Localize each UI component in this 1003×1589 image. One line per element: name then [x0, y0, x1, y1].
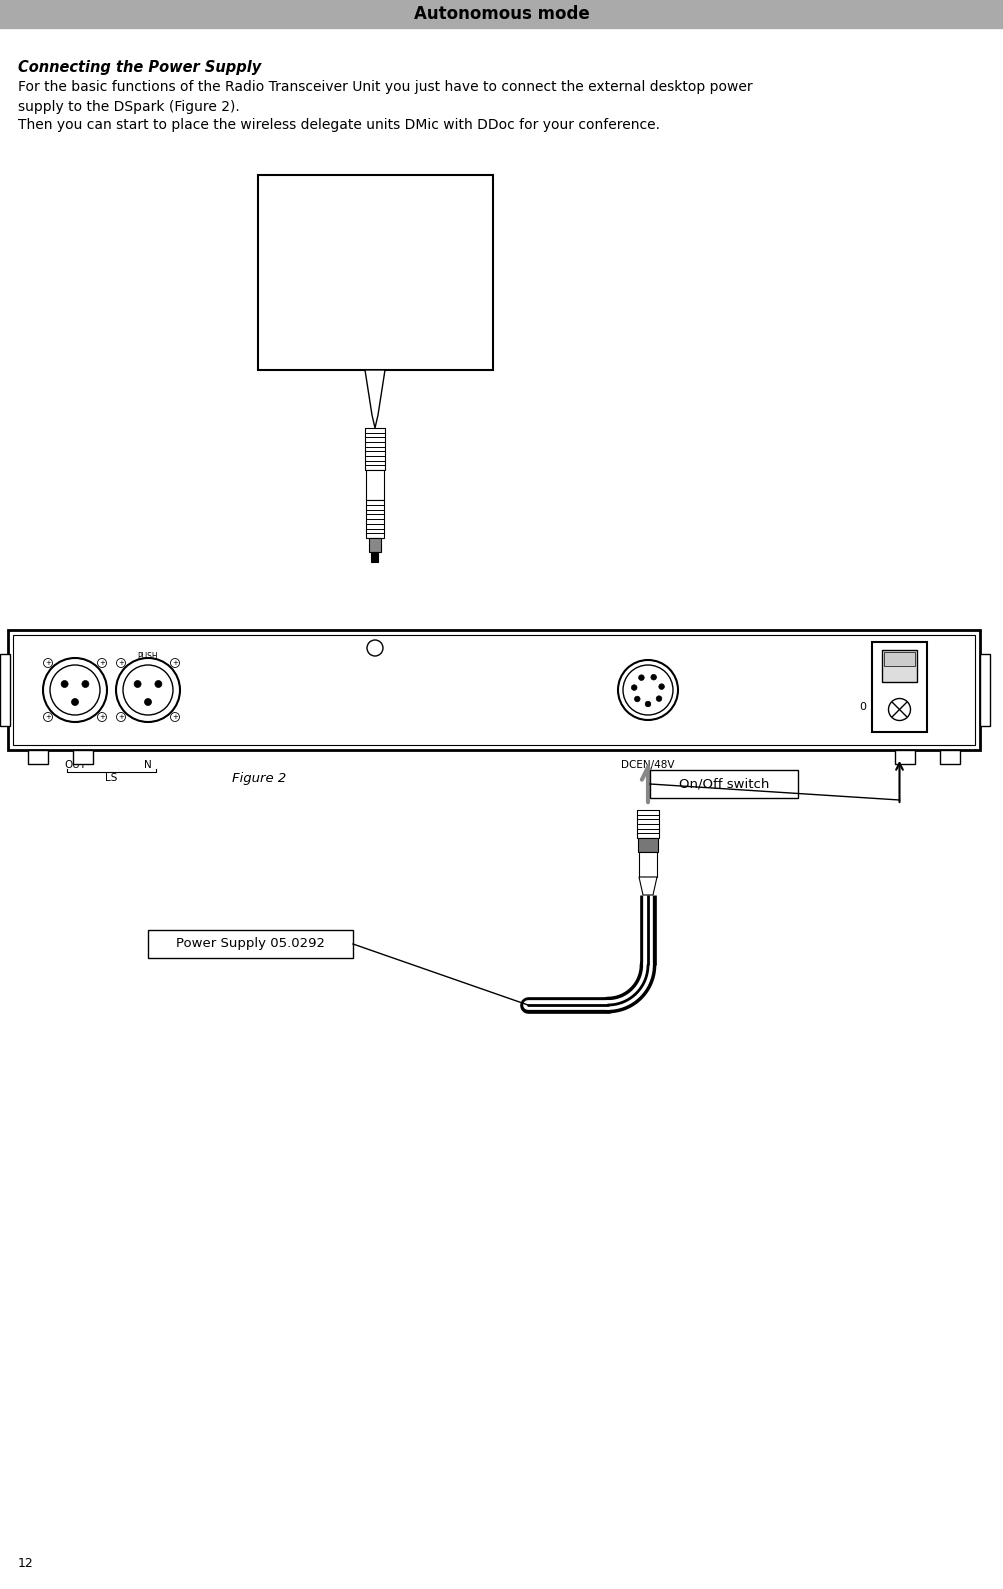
Text: PUSH: PUSH: [137, 651, 158, 661]
Text: For the basic functions of the Radio Transceiver Unit you just have to connect t: For the basic functions of the Radio Tra…: [18, 79, 752, 113]
Text: +: +: [118, 659, 123, 666]
Text: Connecting the Power Supply: Connecting the Power Supply: [18, 60, 261, 75]
Circle shape: [658, 683, 664, 690]
Bar: [894, 750, 914, 764]
Bar: [883, 651, 914, 666]
Circle shape: [367, 640, 382, 656]
Polygon shape: [638, 877, 656, 895]
Circle shape: [171, 658, 180, 667]
Bar: [366, 470, 383, 501]
Text: +: +: [45, 659, 51, 666]
Bar: [636, 810, 658, 837]
Text: 0: 0: [859, 701, 866, 712]
Bar: [881, 650, 916, 682]
Text: LS: LS: [105, 772, 117, 783]
Bar: [365, 427, 384, 470]
Circle shape: [638, 675, 644, 680]
Text: N: N: [144, 760, 151, 771]
Text: Power Supply 05.0292: Power Supply 05.0292: [176, 938, 325, 950]
Text: Autonomous mode: Autonomous mode: [413, 5, 590, 22]
Circle shape: [171, 712, 180, 721]
Circle shape: [888, 699, 910, 720]
Text: +: +: [45, 713, 51, 720]
Bar: [872, 642, 926, 733]
Bar: [979, 655, 989, 726]
Bar: [649, 771, 797, 798]
Circle shape: [43, 658, 52, 667]
Text: +: +: [99, 659, 105, 666]
Text: +: +: [118, 713, 123, 720]
Text: 12: 12: [18, 1557, 34, 1570]
Bar: [28, 750, 48, 764]
Circle shape: [656, 696, 661, 701]
Bar: [13, 636, 974, 745]
Polygon shape: [365, 370, 384, 427]
Circle shape: [618, 659, 677, 720]
Circle shape: [82, 680, 89, 688]
Circle shape: [631, 685, 636, 690]
Circle shape: [134, 680, 141, 688]
Circle shape: [645, 701, 650, 707]
Bar: [371, 551, 378, 563]
Text: +: +: [99, 713, 105, 720]
Circle shape: [50, 666, 100, 715]
Circle shape: [43, 712, 52, 721]
Circle shape: [116, 658, 125, 667]
Text: Then you can start to place the wireless delegate units DMic with DDoc for your : Then you can start to place the wireless…: [18, 118, 659, 132]
Bar: [73, 750, 93, 764]
Circle shape: [154, 680, 161, 688]
Text: DCEN/48V: DCEN/48V: [621, 760, 674, 771]
Bar: [0, 0, 1003, 29]
Circle shape: [43, 658, 107, 721]
Bar: [8, 629, 979, 750]
Bar: [366, 501, 383, 539]
Text: +: +: [172, 713, 178, 720]
Circle shape: [61, 680, 68, 688]
Circle shape: [123, 666, 173, 715]
Circle shape: [116, 712, 125, 721]
Circle shape: [650, 674, 656, 680]
Bar: [637, 837, 657, 852]
Circle shape: [623, 666, 672, 715]
Bar: [939, 750, 959, 764]
Text: +: +: [172, 659, 178, 666]
Text: On/Off switch: On/Off switch: [678, 777, 768, 790]
Bar: [0, 655, 10, 726]
Text: OUT: OUT: [64, 760, 86, 771]
Circle shape: [97, 712, 106, 721]
Text: Figure 2: Figure 2: [232, 772, 286, 785]
Circle shape: [144, 699, 151, 706]
Circle shape: [634, 696, 640, 702]
Circle shape: [97, 658, 106, 667]
Bar: [258, 175, 492, 370]
Circle shape: [71, 699, 78, 706]
Bar: [369, 539, 380, 551]
Circle shape: [116, 658, 180, 721]
Text: I: I: [897, 645, 901, 655]
Bar: [638, 852, 656, 877]
Bar: [147, 930, 353, 958]
